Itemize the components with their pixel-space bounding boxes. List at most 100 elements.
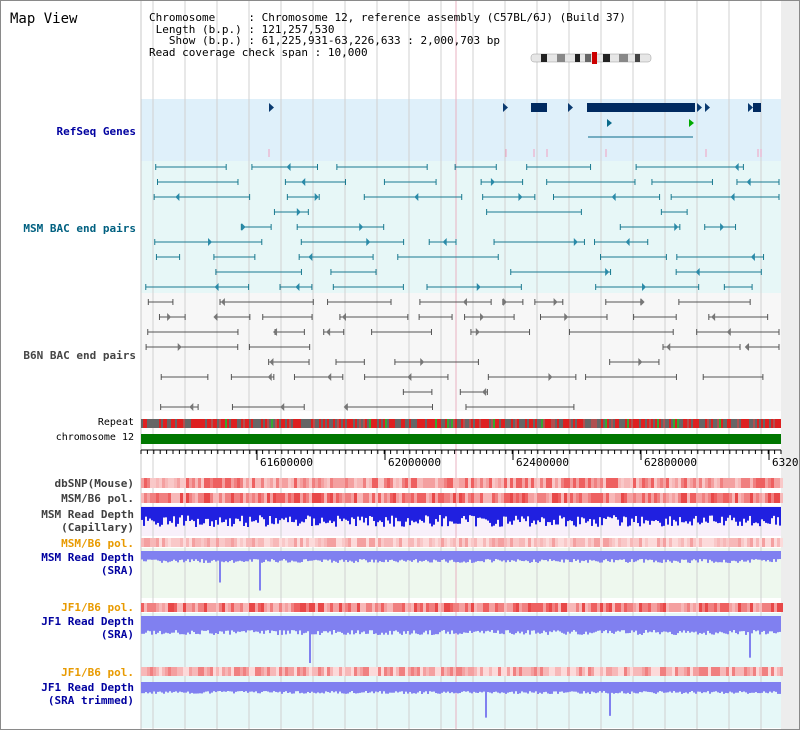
depth-bar [581, 551, 583, 561]
depth-bar [383, 616, 385, 635]
depth-bar [201, 616, 203, 631]
depth-bar [631, 616, 633, 631]
heat-cell [486, 538, 489, 547]
repeat-segment [687, 419, 689, 428]
heat-cell [363, 603, 366, 612]
heat-cell [684, 538, 687, 547]
depth-bar [579, 616, 581, 635]
depth-bar [637, 551, 639, 561]
heat-cell [588, 603, 591, 612]
heat-cell [489, 667, 492, 676]
heat-cell [162, 538, 165, 547]
depth-bar [589, 682, 591, 694]
heat-cell [252, 538, 255, 547]
depth-bar [389, 616, 391, 631]
depth-bar [767, 507, 769, 524]
heat-cell [501, 603, 504, 612]
depth-bar [223, 682, 225, 692]
depth-bar [387, 682, 389, 694]
repeat-segment [455, 419, 457, 428]
heat-cell [573, 667, 576, 676]
repeat-segment [705, 419, 707, 428]
heat-cell [357, 478, 360, 488]
depth-bar [751, 551, 753, 560]
bac-end-arrow [241, 223, 246, 231]
depth-bar [525, 616, 527, 634]
heat-cell [180, 667, 183, 676]
depth-bar [255, 507, 257, 521]
heat-cell [393, 603, 396, 612]
heat-cell [474, 667, 477, 676]
depth-bar [289, 507, 291, 517]
heat-cell [321, 538, 324, 547]
depth-bar [385, 682, 387, 694]
bac-end-arrow [175, 193, 180, 201]
heat-cell [393, 538, 396, 547]
depth-bar [557, 682, 559, 694]
heat-cell [630, 478, 633, 488]
depth-bar [625, 682, 627, 694]
depth-bar [395, 616, 397, 631]
repeat-segment [609, 419, 611, 428]
heat-cell [729, 478, 732, 488]
heat-cell [375, 667, 378, 676]
bac-end-arrow [442, 238, 447, 246]
repeat-segment [671, 419, 673, 428]
heat-cell [582, 667, 585, 676]
depth-bar [719, 682, 721, 694]
depth-bar [455, 551, 457, 563]
heat-cell [600, 478, 603, 488]
depth-bar [189, 682, 191, 694]
depth-bar [669, 507, 671, 517]
heat-cell [339, 493, 342, 503]
heat-cell [738, 667, 741, 676]
heat-cell [303, 493, 306, 503]
repeat-segment [147, 419, 149, 428]
heat-cell [510, 603, 513, 612]
heat-cell [600, 493, 603, 503]
depth-bar [377, 551, 379, 563]
heat-cell [582, 603, 585, 612]
depth-bar [735, 682, 737, 693]
heat-cell [405, 538, 408, 547]
repeat-segment [435, 419, 437, 428]
heat-cell [264, 538, 267, 547]
depth-bar [769, 507, 771, 524]
heat-cell [543, 538, 546, 547]
heat-cell [726, 667, 729, 676]
heat-cell [348, 538, 351, 547]
depth-bar [777, 616, 779, 633]
heat-cell [354, 603, 357, 612]
heat-cell [324, 538, 327, 547]
heat-cell [540, 478, 543, 488]
repeat-segment [145, 419, 147, 428]
repeat-segment [429, 419, 431, 428]
repeat-segment [749, 419, 751, 428]
depth-bar [663, 507, 665, 526]
depth-bar [415, 616, 417, 634]
depth-bar [625, 551, 627, 563]
depth-bar [371, 551, 373, 560]
depth-bar [423, 551, 425, 561]
heat-cell [690, 538, 693, 547]
heat-cell [147, 478, 150, 488]
depth-bar [393, 682, 395, 693]
heat-cell [372, 667, 375, 676]
heat-cell [636, 493, 639, 503]
chromosome-bar [141, 434, 781, 444]
heat-cell [630, 538, 633, 547]
depth-bar [675, 616, 677, 635]
depth-bar [557, 616, 559, 631]
depth-bar [319, 507, 321, 524]
heat-cell [417, 478, 420, 488]
depth-bar [305, 551, 307, 560]
depth-bar [545, 551, 547, 561]
depth-bar [719, 551, 721, 563]
heat-cell [342, 493, 345, 503]
heat-cell [633, 478, 636, 488]
depth-bar [581, 682, 583, 694]
depth-bar [287, 551, 289, 563]
heat-cell [279, 538, 282, 547]
depth-bar [387, 616, 389, 635]
